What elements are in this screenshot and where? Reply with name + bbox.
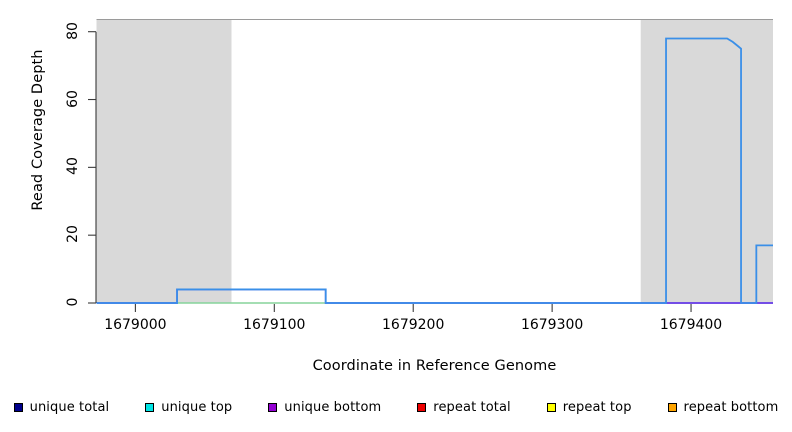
shaded-region — [96, 19, 232, 303]
x-tick-label: 1679300 — [520, 317, 584, 333]
shaded-regions — [96, 19, 773, 303]
data-series — [96, 37, 773, 304]
legend-item[interactable]: unique total — [13, 399, 110, 415]
legend-item[interactable]: repeat total — [417, 399, 511, 415]
legend-label: repeat top — [562, 399, 632, 415]
shaded-region — [640, 19, 773, 303]
y-tick-label: 60 — [65, 89, 81, 108]
legend-swatch-icon — [417, 402, 427, 412]
legend-swatch-icon — [145, 402, 155, 412]
legend-item[interactable]: unique top — [145, 400, 232, 415]
y-tick-label: 80 — [65, 21, 81, 40]
legend-item[interactable]: repeat top — [546, 399, 632, 415]
legend-item[interactable]: unique bottom — [268, 400, 381, 415]
chart-legend: unique total unique top unique bottom repea… — [0, 396, 792, 418]
legend-label: unique total — [29, 399, 110, 415]
x-axis-title: Coordinate in Reference Genome — [312, 358, 557, 374]
x-tick-label: 1679400 — [659, 317, 723, 333]
y-tick-label: 20 — [65, 225, 81, 244]
legend-label: unique bottom — [284, 399, 382, 415]
legend-label: repeat total — [433, 399, 511, 415]
x-tick-label: 1679100 — [243, 317, 306, 333]
x-tick-label: 1679000 — [104, 317, 167, 333]
legend-swatch-icon — [546, 402, 556, 412]
legend-label: repeat bottom — [683, 399, 779, 415]
legend-item[interactable]: repeat bottom — [667, 399, 779, 415]
series-line — [96, 37, 773, 304]
y-tick-label: 40 — [65, 157, 81, 176]
legend-swatch-icon — [13, 402, 23, 412]
axis-ticks — [88, 31, 692, 312]
legend-swatch-icon — [268, 402, 278, 412]
legend-label: unique top — [161, 399, 233, 415]
y-tick-label: 0 — [65, 297, 81, 307]
legend-swatch-icon — [667, 402, 677, 412]
x-tick-label: 1679200 — [382, 317, 445, 333]
